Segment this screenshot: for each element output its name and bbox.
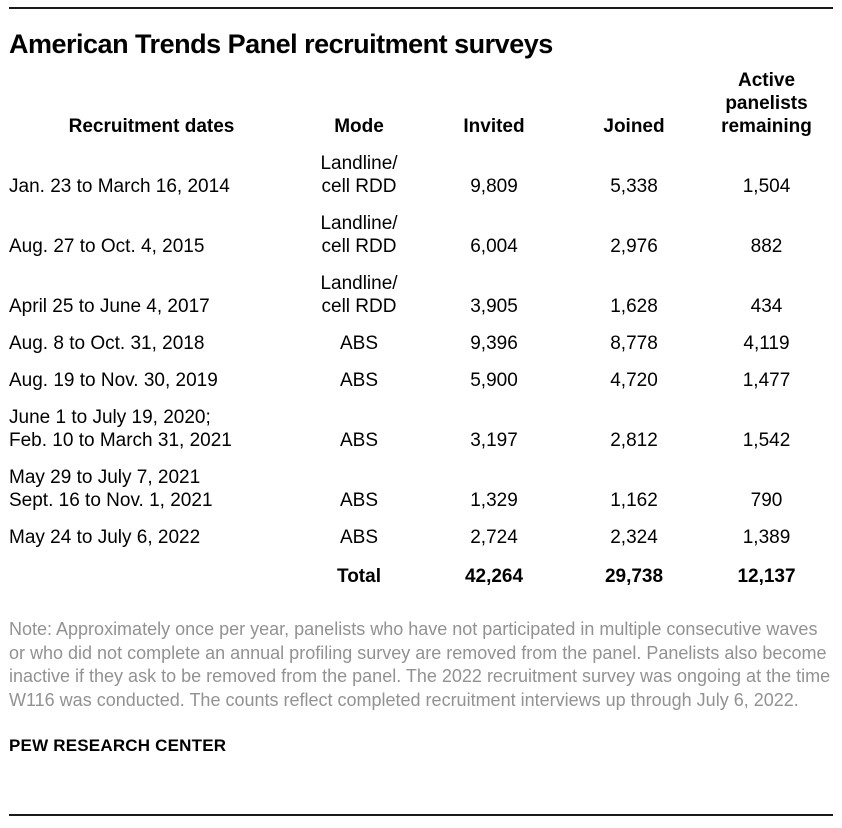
table-row: May 24 to July 6, 2022 ABS 2,724 2,324 1… (9, 512, 829, 549)
header-invited: Invited (463, 116, 525, 137)
invited-cell: 3,197 (470, 430, 518, 451)
dates-cell: Aug. 19 to Nov. 30, 2019 (9, 370, 218, 391)
invited-cell: 2,724 (470, 527, 518, 548)
remaining-cell: 790 (750, 490, 783, 511)
dates-cell: Jan. 23 to March 16, 2014 (9, 176, 230, 197)
remaining-cell: 1,477 (742, 370, 791, 391)
recruitment-table: Recruitment dates Mode Invited Joined Ac… (9, 65, 829, 588)
header-active-panelists-remaining: Active panelists remaining (721, 70, 812, 137)
bottom-rule (9, 814, 833, 816)
mode-cell: Landline/ cell RDD (320, 153, 398, 197)
table-row: Jan. 23 to March 16, 2014 Landline/ cell… (9, 138, 829, 198)
joined-cell: 2,324 (610, 527, 658, 548)
table-row: May 29 to July 7, 2021 Sept. 16 to Nov. … (9, 452, 829, 512)
invited-cell: 5,900 (470, 370, 518, 391)
total-label: Total (337, 566, 381, 587)
remaining-cell: 882 (750, 236, 783, 257)
dates-cell: May 24 to July 6, 2022 (9, 527, 201, 548)
source-brand: PEW RESEARCH CENTER (9, 736, 227, 755)
table-row: June 1 to July 19, 2020; Feb. 10 to Marc… (9, 392, 829, 452)
invited-cell: 9,396 (470, 333, 518, 354)
page-title: American Trends Panel recruitment survey… (9, 29, 553, 59)
joined-cell: 5,338 (610, 176, 658, 197)
dates-cell: April 25 to June 4, 2017 (9, 296, 210, 317)
remaining-cell: 1,504 (742, 176, 791, 197)
invited-cell: 1,329 (470, 490, 518, 511)
total-invited: 42,264 (464, 566, 524, 587)
remaining-cell: 4,119 (743, 333, 790, 354)
mode-cell: Landline/ cell RDD (320, 213, 398, 257)
remaining-cell: 1,542 (742, 430, 791, 451)
mode-cell: ABS (339, 370, 379, 391)
joined-cell: 2,812 (610, 430, 658, 451)
joined-cell: 8,778 (610, 333, 658, 354)
top-rule (9, 7, 833, 9)
invited-cell: 9,809 (470, 176, 518, 197)
table-row: Aug. 8 to Oct. 31, 2018 ABS 9,396 8,778 … (9, 318, 829, 355)
total-row: Total 42,264 29,738 12,137 (9, 549, 829, 588)
table-row: Aug. 19 to Nov. 30, 2019 ABS 5,900 4,720… (9, 355, 829, 392)
table-row: Aug. 27 to Oct. 4, 2015 Landline/ cell R… (9, 198, 829, 258)
header-joined: Joined (603, 116, 665, 137)
dates-cell: May 29 to July 7, 2021 Sept. 16 to Nov. … (9, 467, 213, 511)
mode-cell: ABS (339, 490, 379, 511)
dates-cell: Aug. 27 to Oct. 4, 2015 (9, 236, 205, 257)
mode-cell: ABS (339, 333, 379, 354)
total-remaining: 12,137 (737, 566, 796, 587)
remaining-cell: 1,389 (742, 527, 791, 548)
header-recruitment-dates: Recruitment dates (68, 116, 235, 137)
invited-cell: 3,905 (470, 296, 518, 317)
header-mode: Mode (334, 116, 384, 137)
joined-cell: 1,628 (610, 296, 658, 317)
header-row: Recruitment dates Mode Invited Joined Ac… (9, 65, 829, 138)
mode-cell: ABS (339, 430, 379, 451)
invited-cell: 6,004 (470, 236, 518, 257)
joined-cell: 4,720 (610, 370, 658, 391)
dates-cell: Aug. 8 to Oct. 31, 2018 (9, 333, 205, 354)
remaining-cell: 434 (750, 296, 783, 317)
table-row: April 25 to June 4, 2017 Landline/ cell … (9, 258, 829, 318)
dates-cell: June 1 to July 19, 2020; Feb. 10 to Marc… (9, 407, 232, 451)
joined-cell: 2,976 (610, 236, 658, 257)
mode-cell: ABS (339, 527, 379, 548)
joined-cell: 1,162 (610, 490, 658, 511)
total-empty-cell (9, 549, 294, 588)
mode-cell: Landline/ cell RDD (320, 273, 398, 317)
footnote: Note: Approximately once per year, panel… (9, 619, 831, 710)
total-joined: 29,738 (604, 566, 664, 587)
